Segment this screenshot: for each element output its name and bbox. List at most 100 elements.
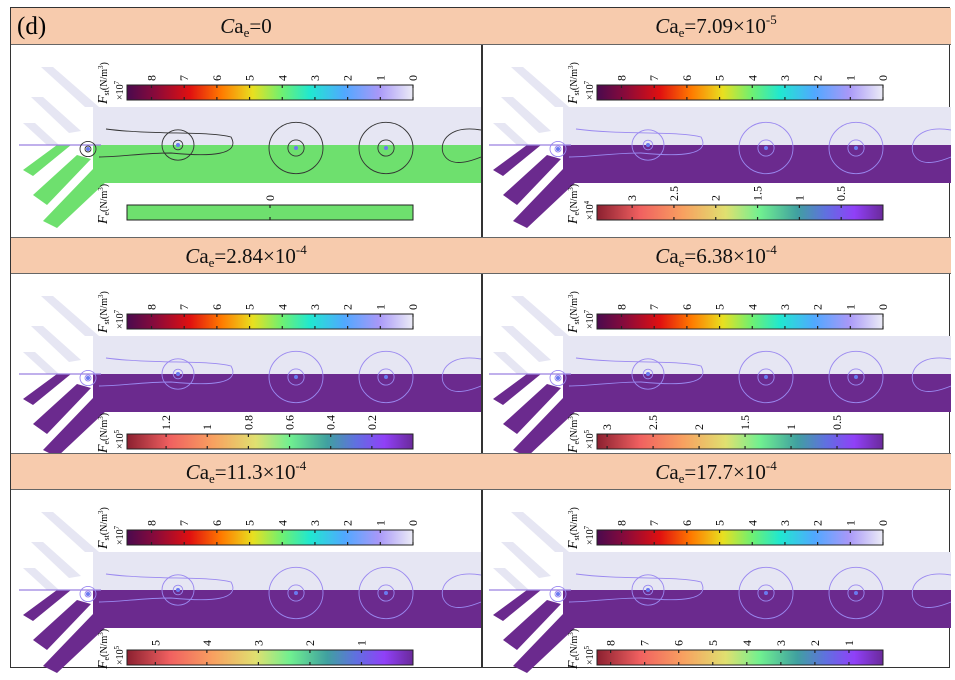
fe-colorbar-label: Fe(N/m3) (96, 184, 111, 225)
vortex-contour (828, 566, 884, 620)
fst-colorbar-gradient (596, 84, 884, 101)
fst-colorbar: 8 7 6 5 4 3 2 1 0 Fst(N/m3)×107 (566, 291, 890, 334)
fst-tick-label: 4 (275, 520, 289, 526)
vortex-contour (172, 368, 184, 380)
fe-tick-label: 7 (638, 640, 652, 646)
vortex-contour (79, 140, 97, 158)
vortex-contour (287, 584, 305, 602)
fst-tick-label: 7 (647, 75, 661, 81)
vortex-contour (757, 584, 775, 602)
fe-scale-factor: ×105 (113, 429, 126, 449)
panel-1: Cae=0 (d) 8 7 6 5 4 3 2 1 0 Fst(N/m3) ×107 0 Fe(N/m3) (11, 8, 482, 228)
upper-channel (93, 336, 481, 374)
vortex-contour (161, 129, 195, 161)
vortex-core (764, 591, 768, 595)
vortex-contour (377, 584, 395, 602)
vortex-contour (642, 584, 654, 596)
lower-inlet-arm (503, 384, 561, 434)
fe-tick-label: 8 (604, 640, 618, 646)
fst-tick-label: 6 (210, 75, 224, 81)
vortex-contour (358, 121, 414, 175)
lower-inlet-arm (43, 614, 107, 673)
upper-fluid-region (23, 512, 481, 590)
title-value: =11.3×10 (214, 460, 296, 484)
fst-tick-label: 6 (680, 75, 694, 81)
fst-colorbar-gradient (126, 313, 414, 330)
fst-tick-label: 2 (341, 75, 355, 81)
vortex-core (854, 146, 858, 150)
vortex-contour (554, 145, 562, 153)
vortex-core (764, 375, 768, 379)
vortex-contour (911, 573, 952, 608)
title-symbol: C (655, 460, 670, 484)
fe-colorbar: 1.2 1 0.8 0.6 0.4 0.2 Fe(N/m3)×105 (96, 413, 414, 454)
vortex-contour (757, 368, 775, 386)
fst-tick-label: 8 (615, 520, 629, 526)
title-subscript: e (678, 255, 685, 270)
fe-scale-factor: ×104 (583, 200, 596, 220)
fe-colorbar-gradient (596, 204, 884, 221)
vortex-contour (828, 121, 884, 175)
fst-tick-label: 5 (243, 75, 257, 81)
fe-colorbar: 3 2.5 2 1.5 1 0.5 Fe(N/m3)×105 (566, 413, 884, 454)
lower-channel (93, 145, 481, 183)
fe-colorbar-label: Fe(N/m3) (566, 629, 581, 670)
vortex-contour (631, 358, 665, 390)
fe-tick-label: 5 (706, 640, 720, 646)
vortex-contour (631, 129, 665, 161)
fe-tick-label: 1 (842, 640, 856, 646)
fst-scale-factor: ×107 (113, 525, 126, 545)
fe-colorbar-gradient (126, 649, 414, 666)
vortex-contour (911, 357, 952, 392)
vortex-contours (549, 121, 952, 175)
lower-inlet-arm (43, 169, 107, 228)
upper-inlet-arm (41, 512, 99, 552)
fst-tick-label: 6 (680, 520, 694, 526)
simulation-field: 8 7 6 5 4 3 2 1 0 Fst(N/m3) ×107 8 7 6 5 4 3 2 1 Fe(N/m3) ×1… (481, 490, 952, 673)
title-subscript: e (208, 255, 215, 270)
simulation-field: 8 7 6 5 4 3 2 1 0 Fst(N/m3) ×107 5 4 3 2 1 Fe(N/m3) ×105 (11, 490, 482, 673)
vortex-core (176, 143, 180, 147)
fe-tick-label: 2 (692, 424, 706, 430)
column-divider (481, 8, 483, 667)
title-symbol-rest: a (669, 14, 679, 38)
title-symbol: C (655, 244, 670, 268)
vortex-contour (441, 128, 482, 163)
fe-tick-label: 0.5 (834, 186, 848, 201)
title-exponent: -4 (295, 242, 307, 257)
fst-tick-label: 8 (145, 304, 159, 310)
vortex-core (294, 146, 298, 150)
fst-colorbar: 8 7 6 5 4 3 2 1 0 Fst(N/m3)×107 (96, 291, 420, 334)
vortex-contour (358, 566, 414, 620)
fe-scale-factor: ×105 (583, 429, 596, 449)
fst-colorbar-gradient (596, 313, 884, 330)
vortex-contour (441, 573, 482, 608)
vortex-core (384, 146, 388, 150)
vortex-contour (757, 139, 775, 157)
vortex-contours (79, 566, 482, 620)
fe-colorbar: 8 7 6 5 4 3 2 1 Fe(N/m3)×105 (566, 629, 884, 670)
title-symbol: C (655, 14, 670, 38)
panel-title: Cae=6.38×10-4 (481, 237, 951, 274)
vortex-contour (268, 121, 324, 175)
fst-tick-label: 1 (373, 520, 387, 526)
fst-tick-label: 4 (745, 304, 759, 310)
lower-channel (563, 145, 951, 183)
panel-5: Cae=11.3×10-4 8 7 6 5 4 3 2 1 0 Fst(N/m3) ×107 5 4 3 2 1… (11, 453, 482, 673)
lower-inlet-arm (23, 145, 71, 176)
title-value: =0 (249, 14, 272, 38)
vortex-contour (161, 574, 195, 606)
lower-inlet-arm (503, 155, 561, 205)
title-value: =7.09×10 (684, 14, 766, 38)
fst-tick-label: 7 (177, 304, 191, 310)
fe-tick-label: 2.5 (667, 186, 681, 201)
fst-tick-label: 0 (876, 304, 890, 310)
fe-tick-label: 2 (303, 640, 317, 646)
vortex-contour (642, 368, 654, 380)
vortex-contour (847, 368, 865, 386)
panel-title: Cae=0 (11, 8, 481, 45)
lower-inlet-arm (23, 590, 71, 621)
title-symbol: C (220, 14, 235, 38)
vortex-contour (642, 139, 654, 151)
fst-tick-label: 4 (275, 75, 289, 81)
